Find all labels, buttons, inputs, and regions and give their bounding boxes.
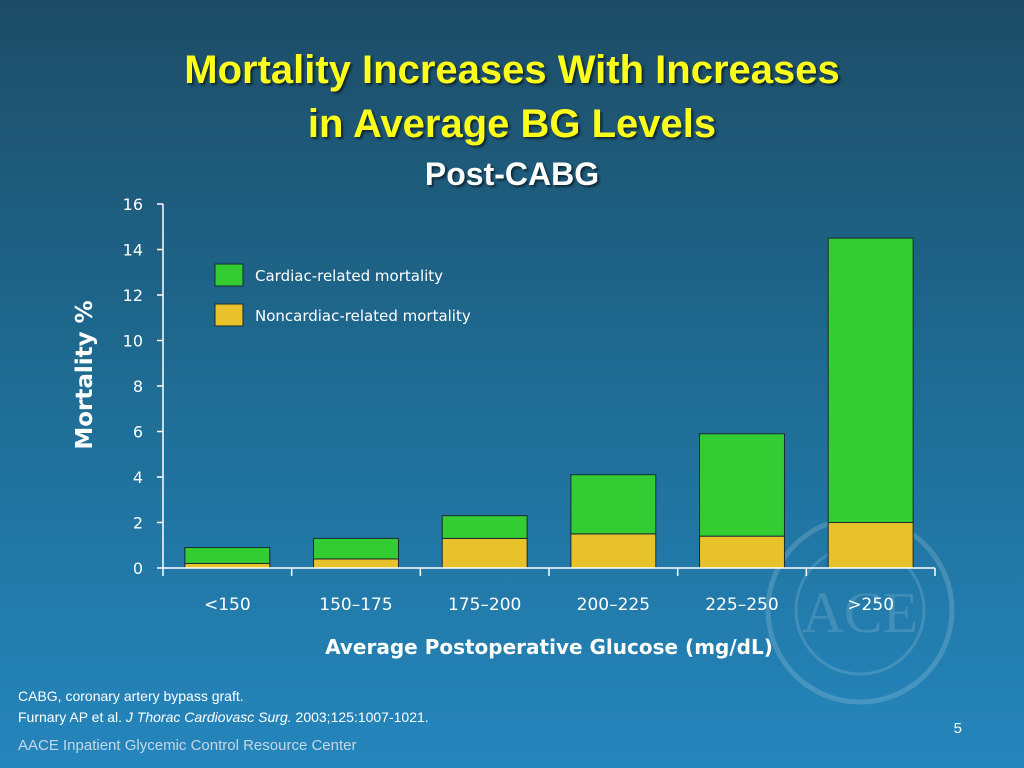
y-ticks-group: 0 2 4 6 8 10 12 14 16 <box>123 195 163 578</box>
y-tick-label: 10 <box>123 332 143 351</box>
footnote-abbreviation: CABG, coronary artery bypass graft. <box>18 688 244 704</box>
y-tick-label: 16 <box>123 195 143 214</box>
slide-title-line1: Mortality Increases With Increases <box>184 48 840 92</box>
legend-label-cardiac: Cardiac-related mortality <box>255 267 443 285</box>
x-tick-label: 225–250 <box>705 595 778 615</box>
watermark-text: ACE <box>802 580 918 645</box>
y-tick-label: 0 <box>133 559 143 578</box>
x-tick-label: 200–225 <box>577 595 650 615</box>
reference-journal: J Thorac Cardiovasc Surg. <box>125 709 292 725</box>
bar-noncardiac-2 <box>441 537 528 569</box>
x-tick-label: <150 <box>204 595 251 615</box>
y-tick-label: 12 <box>123 286 143 305</box>
page-number: 5 <box>953 720 962 737</box>
footer-text: AACE Inpatient Glycemic Control Resource… <box>18 737 357 754</box>
bar-cardiac-5 <box>827 237 914 523</box>
x-axis-label: Average Postoperative Glucose (mg/dL) <box>325 635 773 659</box>
y-axis-label: Mortality % <box>72 300 98 449</box>
bar-cardiac-2 <box>441 515 528 539</box>
legend: Cardiac-related mortality Noncardiac-rela… <box>214 263 471 327</box>
bar-noncardiac-3 <box>570 533 657 569</box>
x-tick-label: 150–175 <box>319 595 392 615</box>
y-tick-label: 6 <box>133 423 143 442</box>
x-tick-label: >250 <box>847 595 894 615</box>
bar-cardiac-1 <box>313 537 399 560</box>
legend-label-noncardiac: Noncardiac-related mortality <box>255 307 471 325</box>
slide-title-line2: in Average BG Levels <box>307 102 717 146</box>
footnote-reference: Furnary AP et al. J Thorac Cardiovasc Su… <box>18 709 429 725</box>
bar-noncardiac-1 <box>313 558 399 569</box>
y-tick-label: 14 <box>123 241 143 260</box>
bar-noncardiac-5 <box>827 522 914 569</box>
legend-swatch-cardiac <box>214 263 244 287</box>
x-tick-label: 175–200 <box>448 595 521 615</box>
y-tick-label: 4 <box>133 468 143 487</box>
stacked-bar-chart: 0 2 4 6 8 10 12 14 16 <150 150–175 175–200 200–225 2… <box>72 195 936 659</box>
bar-cardiac-3 <box>570 474 657 535</box>
bars-group <box>184 237 914 569</box>
y-tick-label: 2 <box>133 514 143 533</box>
reference-citation: 2003;125:1007-1021. <box>291 709 429 725</box>
slide-subtitle: Post-CABG <box>424 156 600 192</box>
legend-swatch-noncardiac <box>214 303 244 327</box>
bar-cardiac-0 <box>184 547 271 564</box>
x-ticks-group: <150 150–175 175–200 200–225 225–250 >250 <box>162 568 936 615</box>
bar-cardiac-4 <box>699 433 785 537</box>
y-tick-label: 8 <box>133 377 143 396</box>
bar-noncardiac-4 <box>699 535 785 569</box>
reference-authors: Furnary AP et al. <box>18 709 126 725</box>
